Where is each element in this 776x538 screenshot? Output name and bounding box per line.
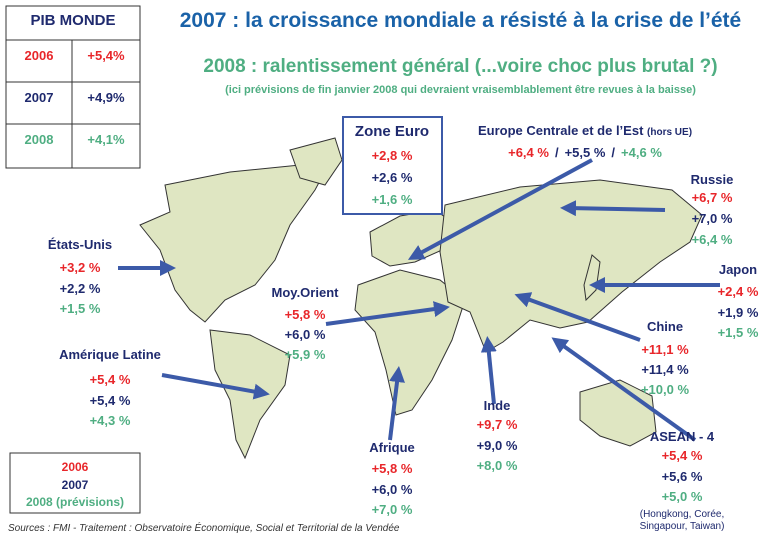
growth-value: +11,1 % [641,342,689,357]
separator: / [611,145,616,160]
growth-value: +8,0 % [476,458,518,473]
region-name: Zone Euro [242,123,542,140]
growth-value: +4,1% [87,132,125,147]
region-qualifier: (hors UE) [647,127,693,138]
year: 2007 [24,90,54,105]
title: 2007 : la croissance mondiale a résisté … [179,9,742,32]
growth-value: +9,0 % [476,438,518,453]
growth-value: +11,4 % [641,362,689,377]
separator: / [554,145,559,160]
region-name-text: Japon [718,262,758,277]
growth-value: +2,4 % [717,284,759,299]
growth-value: +3,2 % [59,260,101,275]
growth-value: +5,4% [87,48,125,63]
arrow [325,301,450,326]
growth-value: +9,7 % [476,417,518,432]
growth-value: +5,8 % [371,461,413,476]
legend-entry: 2008 (prévisions) [25,495,125,509]
growth-value: +1,9 % [717,305,759,320]
note: (ici prévisions de fin janvier 2008 qui … [225,84,696,96]
arrow [480,336,497,405]
year: 2006 [24,48,54,63]
arrow [161,373,270,400]
region-name: Amérique Latine [0,347,260,362]
source: Sources : FMI - Traitement : Observatoir… [8,523,400,534]
europe [369,209,453,267]
growth-value: +7,0 % [371,502,413,517]
growth-value: +5,4 % [89,393,131,408]
region-name: ASEAN - 4 [532,429,776,444]
region-note: Singapour, Taiwan) [639,521,725,532]
region-name: Inde [347,398,647,413]
region-name-text: ASEAN - 4 [649,429,715,444]
arrow [388,366,405,441]
growth-value: +6,4 % [691,232,733,247]
region-name: Russie [562,172,776,187]
growth-value: +5,8 % [284,307,326,322]
pib-table-frame [5,5,141,169]
region-name-text: États-Unis [47,237,113,252]
growth-value: +6,7 % [691,190,733,205]
growth-value: +1,5 % [59,301,101,316]
growth-value: +10,0 % [640,382,690,397]
growth-value: +7,0 % [691,211,733,226]
region-name-text: Russie [690,172,734,187]
region-note: (Hongkong, Corée, [639,509,725,520]
growth-value: +6,0 % [371,482,413,497]
arrow [551,337,697,442]
arrow [407,158,593,260]
growth-value: +1,5 % [717,325,759,340]
region-name: Afrique [242,440,542,455]
region-name: Chine [515,319,776,334]
arrow [560,200,666,217]
growth-value: +1,6 % [371,192,413,207]
arrow [514,292,641,342]
zone-euro-frame [342,116,443,215]
growth-value: +2,2 % [59,281,101,296]
growth-value: +5,5 % [564,145,606,160]
region-name: Europe Centrale et de l’Est (hors UE) [435,123,735,138]
growth-value: +5,9 % [284,347,326,362]
growth-value: +2,6 % [371,170,413,185]
growth-value: +4,9% [87,90,125,105]
region-name: Japon [588,262,776,277]
growth-values: +6,4 % / +5,5 % / +4,6 % [435,145,735,160]
region-name-text: Inde [483,398,511,413]
growth-value: +4,3 % [89,413,131,428]
legend-entry: 2006 [61,460,89,474]
year: 2008 [24,132,54,147]
growth-value: +5,4 % [661,448,703,463]
region-name-text: Moy.Orient [271,285,339,300]
region-name-text: Chine [646,319,684,334]
region-name-text: Zone Euro [354,123,430,140]
growth-value: +4,6 % [621,145,662,160]
growth-value: +5,6 % [661,469,703,484]
growth-value: +6,4 % [508,145,549,160]
growth-value: +5,4 % [89,372,131,387]
pib-title: PIB MONDE [30,12,116,29]
subtitle: 2008 : ralentissement général (...voire … [203,56,718,77]
region-name-text: Afrique [369,440,415,455]
region-name: États-Unis [0,237,230,252]
growth-value: +5,0 % [661,489,703,504]
growth-value: +2,8 % [371,148,413,163]
region-name: Moy.Orient [155,285,455,300]
greenland [289,137,343,186]
legend-frame [9,452,141,514]
region-name-text: Amérique Latine [59,347,161,362]
legend-entry: 2007 [61,478,89,492]
growth-value: +6,0 % [284,327,326,342]
region-name-text: Europe Centrale et de l’Est [477,123,644,138]
